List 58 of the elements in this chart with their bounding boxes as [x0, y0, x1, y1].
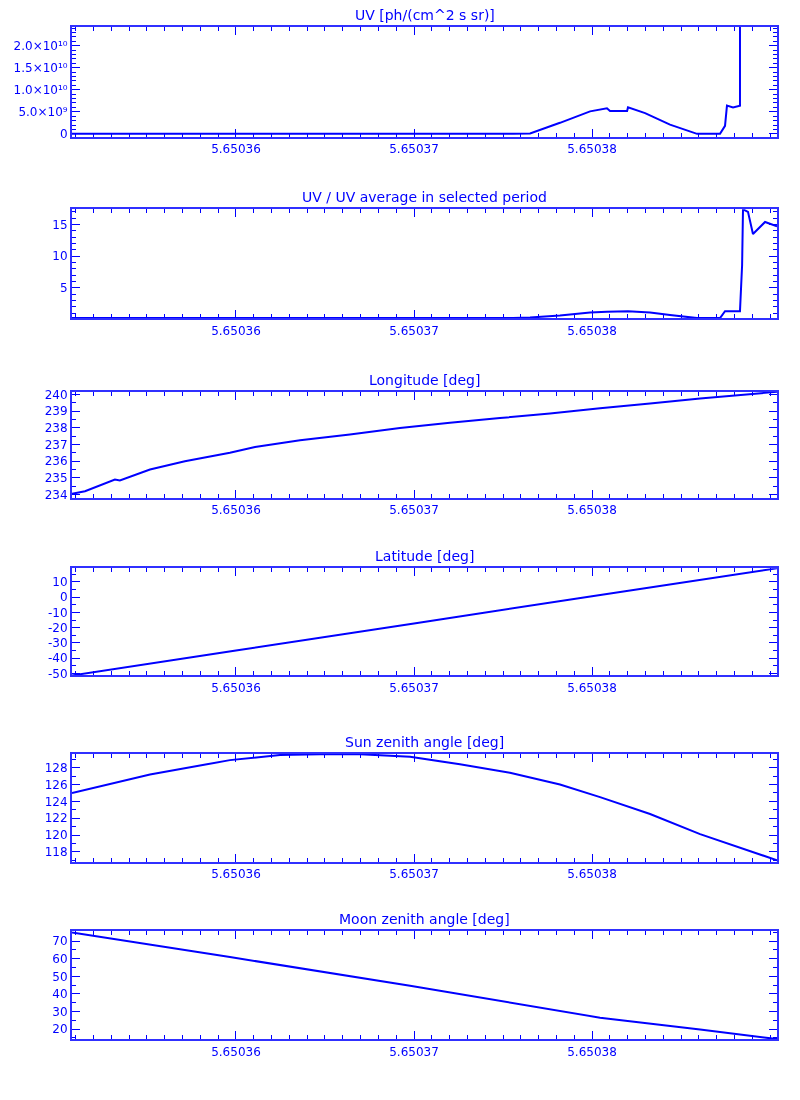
x-tick-label: 5.65038 [567, 503, 617, 518]
y-tick-label: 128 [44, 760, 68, 775]
x-tick-label: 5.65037 [389, 142, 439, 157]
x-tick-label: 5.65036 [211, 323, 261, 338]
y-tick-label: 238 [44, 420, 68, 435]
y-tick-label: -10 [47, 605, 68, 620]
x-tick-label: 5.65036 [211, 680, 261, 695]
y-tick-label: -50 [47, 666, 68, 681]
y-tick-label: 40 [52, 987, 68, 1002]
x-tick-label: 5.65036 [211, 1044, 261, 1059]
chart-title: UV / UV average in selected period [302, 189, 547, 205]
y-tick-label: 122 [44, 811, 68, 826]
y-tick-label: 50 [52, 969, 68, 984]
y-tick-label: -20 [47, 620, 68, 635]
y-tick-label: 2.0×10¹⁰ [13, 38, 68, 53]
y-tick-label: 118 [44, 845, 68, 860]
y-tick-label: 1.0×10¹⁰ [13, 82, 68, 97]
y-tick-label: 30 [52, 1004, 68, 1019]
x-tick-label: 5.65036 [211, 867, 261, 882]
chart-title: Moon zenith angle [deg] [339, 911, 510, 927]
y-tick-label: 70 [52, 934, 68, 949]
y-tick-label: 15 [52, 217, 68, 232]
x-tick-label: 5.65036 [211, 142, 261, 157]
y-tick-label: 0 [59, 127, 68, 142]
chart-title: Sun zenith angle [deg] [345, 734, 505, 750]
y-tick-label: 20 [52, 1022, 68, 1037]
x-tick-label: 5.65037 [389, 503, 439, 518]
x-tick-label: 5.65036 [211, 503, 261, 518]
x-tick-label: 5.65038 [567, 142, 617, 157]
y-tick-label: 240 [44, 387, 68, 402]
y-tick-label: 236 [44, 454, 68, 469]
x-tick-label: 5.65037 [389, 323, 439, 338]
y-tick-label: 234 [44, 487, 68, 502]
y-tick-label: 124 [44, 794, 68, 809]
chart-title: UV [ph/(cm^2 s sr)] [355, 7, 495, 23]
x-tick-label: 5.65038 [567, 867, 617, 882]
y-tick-label: 5 [59, 280, 68, 295]
y-tick-label: -40 [47, 651, 68, 666]
y-tick-label: 10 [52, 249, 68, 264]
y-tick-label: 10 [52, 575, 68, 590]
y-tick-label: 1.5×10¹⁰ [13, 60, 68, 75]
y-tick-label: 237 [44, 437, 68, 452]
x-tick-label: 5.65037 [389, 867, 439, 882]
x-tick-label: 5.65038 [567, 323, 617, 338]
chart-title: Longitude [deg] [369, 372, 481, 388]
y-tick-label: 60 [52, 951, 68, 966]
x-tick-label: 5.65038 [567, 680, 617, 695]
y-tick-label: 126 [44, 777, 68, 792]
x-tick-label: 5.65037 [389, 1044, 439, 1059]
y-tick-label: -30 [47, 636, 68, 651]
y-tick-label: 5.0×10⁹ [18, 105, 68, 119]
y-tick-label: 239 [44, 404, 68, 419]
y-tick-label: 235 [44, 471, 68, 486]
chart-title: Latitude [deg] [375, 548, 475, 564]
y-tick-label: 0 [59, 590, 68, 605]
x-tick-label: 5.65037 [389, 680, 439, 695]
x-tick-label: 5.65038 [567, 1044, 617, 1059]
y-tick-label: 120 [44, 828, 68, 843]
